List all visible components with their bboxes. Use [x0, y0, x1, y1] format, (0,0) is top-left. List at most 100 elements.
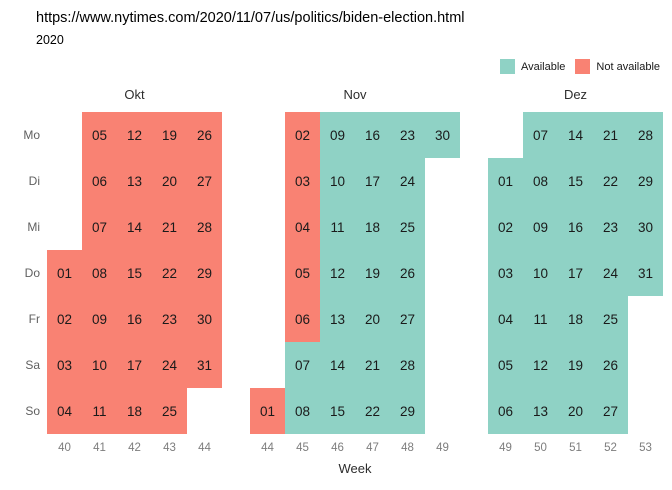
day-cell: 02: [488, 204, 523, 250]
day-cell: 11: [523, 296, 558, 342]
day-cell: 01: [488, 158, 523, 204]
day-cell: 07: [523, 112, 558, 158]
year-label: 2020: [36, 33, 64, 47]
day-cell: 20: [355, 296, 390, 342]
day-label-sa: Sa: [25, 358, 40, 372]
legend: Available Not available: [499, 59, 660, 74]
day-cell: 16: [355, 112, 390, 158]
month-label: Okt: [124, 87, 145, 102]
day-cell: 30: [628, 204, 663, 250]
day-label-do: Do: [24, 266, 40, 280]
day-cell: 24: [593, 250, 628, 296]
day-cell: 25: [593, 296, 628, 342]
day-cell: 27: [390, 296, 425, 342]
month-label: Dez: [563, 87, 588, 102]
day-cell: 04: [488, 296, 523, 342]
day-label-mi: Mi: [27, 220, 40, 234]
day-cell: 17: [355, 158, 390, 204]
day-cell: 10: [320, 158, 355, 204]
day-label-mo: Mo: [23, 128, 40, 142]
page-title: https://www.nytimes.com/2020/11/07/us/po…: [36, 10, 465, 26]
week-number: 44: [261, 442, 274, 454]
day-cell: 25: [152, 388, 187, 434]
week-number: 49: [499, 442, 512, 454]
week-number: 49: [436, 442, 449, 454]
day-cell: 16: [558, 204, 593, 250]
day-cell: 21: [355, 342, 390, 388]
day-cell: 29: [628, 158, 663, 204]
day-cell: 02: [47, 296, 82, 342]
day-cell: 26: [390, 250, 425, 296]
legend-swatch-available: [499, 59, 515, 74]
day-cell: 30: [425, 112, 460, 158]
day-cell: 23: [390, 112, 425, 158]
day-cell: 20: [558, 388, 593, 434]
week-number: 53: [639, 442, 652, 454]
week-number: 52: [604, 442, 617, 454]
day-cell: 04: [47, 388, 82, 434]
day-cell: 08: [523, 158, 558, 204]
day-cell: 19: [355, 250, 390, 296]
x-axis-title-row: Week: [47, 460, 663, 478]
day-cell: 24: [390, 158, 425, 204]
week-number: 48: [401, 442, 414, 454]
day-cell: 05: [82, 112, 117, 158]
day-cell: 13: [523, 388, 558, 434]
day-cell: 14: [320, 342, 355, 388]
legend-label-available: Available: [520, 60, 566, 73]
day-cell: 03: [47, 342, 82, 388]
day-cell: 11: [320, 204, 355, 250]
week-number: 42: [128, 442, 141, 454]
day-cell: 14: [558, 112, 593, 158]
day-cell: 05: [285, 250, 320, 296]
week-number: 47: [366, 442, 379, 454]
day-cell: 08: [285, 388, 320, 434]
legend-label-not_available: Not available: [596, 60, 660, 73]
day-label-so: So: [25, 404, 40, 418]
day-cell: 18: [355, 204, 390, 250]
day-cell: 12: [523, 342, 558, 388]
day-cell: 09: [523, 204, 558, 250]
day-cell: 10: [82, 342, 117, 388]
day-cell: 07: [82, 204, 117, 250]
day-cell: 27: [593, 388, 628, 434]
day-cell: 03: [488, 250, 523, 296]
day-cell: 25: [390, 204, 425, 250]
day-cell: 22: [593, 158, 628, 204]
day-cell: 30: [187, 296, 222, 342]
day-cell: 21: [593, 112, 628, 158]
week-number: 43: [163, 442, 176, 454]
day-cell: 15: [558, 158, 593, 204]
weekday-axis: Mo Di Mi Do Fr Sa So: [0, 112, 40, 458]
day-cell: 12: [320, 250, 355, 296]
week-number: 51: [569, 442, 582, 454]
day-cell: 17: [117, 342, 152, 388]
day-cell: 07: [285, 342, 320, 388]
day-cell: 26: [187, 112, 222, 158]
day-cell: 28: [187, 204, 222, 250]
day-cell: 16: [117, 296, 152, 342]
day-label-di: Di: [28, 174, 40, 188]
month-grid: 01 44 02 03 04 05 06 07 08 45 09 10 11 12 13 14 15 46 16 17…: [250, 112, 460, 458]
day-cell: 09: [320, 112, 355, 158]
day-cell: 18: [117, 388, 152, 434]
day-cell: 01: [250, 388, 285, 434]
day-label-fr: Fr: [28, 312, 40, 326]
week-number: 45: [296, 442, 309, 454]
day-cell: 13: [117, 158, 152, 204]
day-cell: 28: [628, 112, 663, 158]
week-number: 46: [331, 442, 344, 454]
day-cell: 22: [152, 250, 187, 296]
day-cell: 01: [47, 250, 82, 296]
day-cell: 31: [187, 342, 222, 388]
day-cell: 15: [320, 388, 355, 434]
day-cell: 28: [390, 342, 425, 388]
week-number: 44: [198, 442, 211, 454]
day-cell: 19: [558, 342, 593, 388]
day-cell: 31: [628, 250, 663, 296]
month-panel-okt: Okt 01 02 03 04 40 05 06 07 08 09 10 11 41 12 13 14 15 16 1…: [47, 87, 222, 458]
day-cell: 04: [285, 204, 320, 250]
day-cell: 12: [117, 112, 152, 158]
month-panel-dez: Dez 01 02 03 04 05 06 49 07 08 09 10 11 12 13 50 14 15 16 1…: [488, 87, 663, 458]
month-label: Nov: [343, 87, 367, 102]
